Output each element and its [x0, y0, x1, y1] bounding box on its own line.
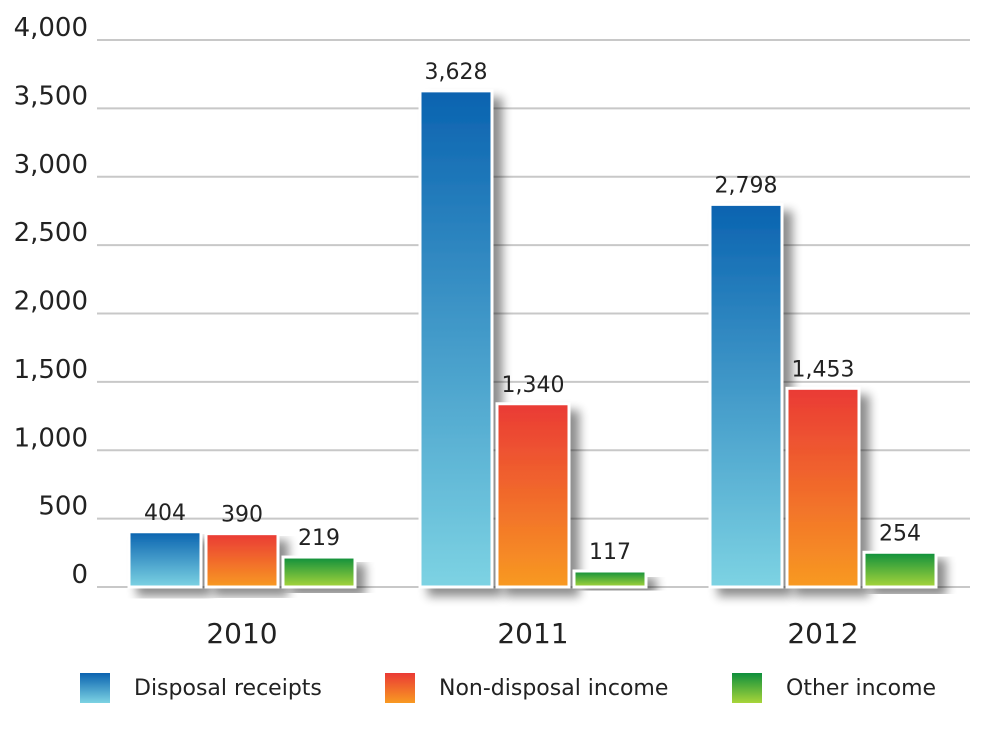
legend-swatch-non-disposal-income: [385, 673, 415, 703]
bar-value-label: 390: [221, 503, 263, 528]
y-tick-label: 3,000: [14, 150, 88, 180]
legend-label-other-income: Other income: [786, 675, 937, 701]
x-tick-label: 2012: [787, 617, 858, 650]
bar: [572, 569, 648, 589]
bar-value-label: 117: [589, 540, 631, 565]
bar-value-label: 219: [298, 526, 340, 551]
legend-label-non-disposal-income: Non-disposal income: [439, 675, 669, 701]
bar-value-labels: 404 3,628 2,798 390 1,340 1,453 219 117 254: [144, 60, 921, 565]
bar-value-label: 404: [144, 501, 186, 526]
bar-value-label: 2,798: [715, 173, 778, 198]
legend-swatch-other-income: [732, 673, 762, 703]
legend: Disposal receipts Non-disposal income Ot…: [0, 668, 983, 708]
y-tick-label: 2,000: [14, 287, 88, 317]
legend-swatch-disposal-receipts: [80, 673, 110, 703]
bar: [708, 202, 784, 589]
y-tick-label: 0: [71, 560, 88, 590]
bar: [785, 386, 861, 589]
bar-value-label: 1,453: [792, 357, 855, 382]
legend-item-disposal-receipts: Disposal receipts: [80, 668, 322, 708]
legend-label-disposal-receipts: Disposal receipts: [134, 675, 322, 701]
y-tick-label: 4,000: [14, 13, 88, 43]
y-axis-ticks: 0 500 1,000 1,500 2,000 2,500 3,000 3,500 4,000: [14, 13, 88, 590]
bar-value-label: 1,340: [502, 373, 565, 398]
bars: [127, 89, 938, 589]
bar: [281, 555, 357, 589]
y-tick-label: 500: [38, 492, 88, 522]
bar: [127, 530, 203, 589]
y-tick-label: 3,500: [14, 81, 88, 111]
y-tick-label: 2,500: [14, 218, 88, 248]
bar-value-label: 3,628: [425, 60, 488, 85]
bar-value-label: 254: [879, 521, 921, 546]
y-tick-label: 1,500: [14, 355, 88, 385]
y-tick-label: 1,000: [14, 423, 88, 453]
bar: [862, 550, 938, 589]
x-tick-label: 2011: [497, 617, 568, 650]
x-tick-label: 2010: [206, 617, 277, 650]
bar: [495, 402, 571, 589]
legend-item-other-income: Other income: [732, 668, 936, 708]
gridlines: [97, 39, 970, 588]
bar: [204, 532, 280, 589]
bar: [418, 89, 494, 589]
x-axis-ticks: 2010 2011 2012: [206, 617, 858, 650]
legend-item-non-disposal-income: Non-disposal income: [385, 668, 668, 708]
